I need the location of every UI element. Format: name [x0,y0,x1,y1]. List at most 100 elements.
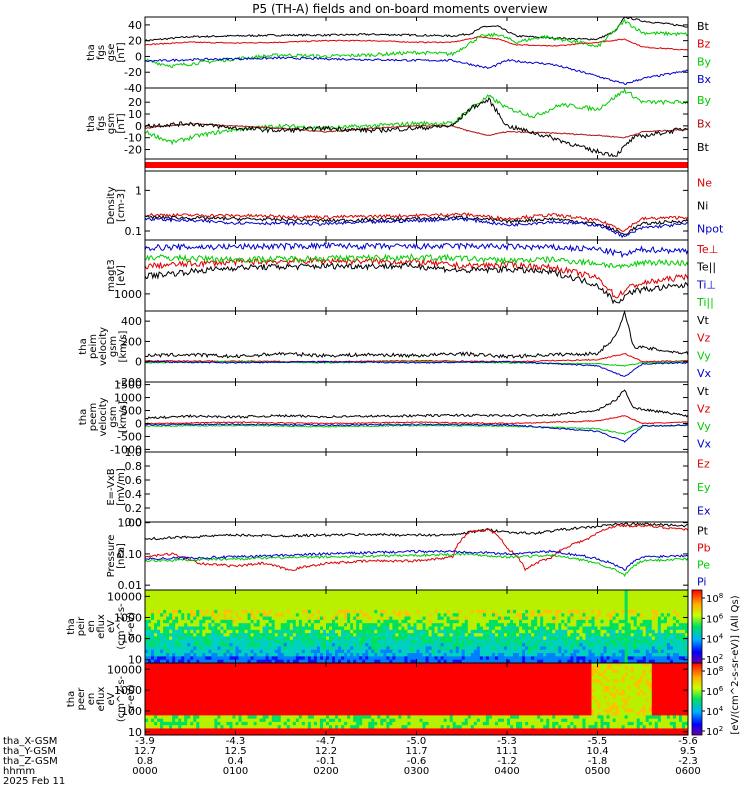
y-axis-label-peir-eflux: thapeirenefluxeV(cm^2-s-sr-eV) [66,603,137,650]
tick-label-fgs-gsm: -20 [124,144,142,157]
tick-label-peir-eflux: 10000 [107,590,142,603]
panel-frame [145,452,688,522]
y-axis-label-temperature: magt3[eV] [106,259,127,292]
legend-entry-peem-velocity-vz: Vz [697,402,711,415]
y-axis-label-density: Density[cm-3] [106,186,127,224]
legend-entry-density-ni: Ni [697,200,708,213]
spectrogram-cells [145,663,688,735]
y-axis-label-peem-velocity: thapeemvelocitygsm[km/s] [78,397,129,436]
legend-entry-fgs-gse-bt: Bt [697,20,710,33]
panel-peim-velocity: 4002000-200thapeimvelocitygsm[km/s]VtVzV… [78,311,712,389]
x-axis-value-hhmm: 0300 [404,766,429,777]
legend-entry-fgs-gse-bx: Bx [697,73,712,86]
series-line-peim-velocity-vx [145,361,688,376]
colorbar-tick-label: 106 [706,685,724,698]
flag-bar [145,162,688,168]
legend-entry-peem-velocity-vy: Vy [697,420,711,433]
y-axis-label-efield: E=-VxB[mV/m] [106,468,127,506]
legend-entry-density-ne: Ne [697,177,712,190]
series-line-fgs-gsm-bt [145,98,688,156]
y-axis-label-fgs-gse: thafgsgse[nT] [86,42,127,62]
colorbar-tick-label: 104 [706,705,724,718]
legend-entry-temperature-te: Te|| [696,261,716,274]
legend-entry-peim-velocity-vt: Vt [697,314,710,327]
legend-entry-fgs-gsm-by: By [697,94,712,107]
tick-label-peem-velocity: 0 [135,417,142,430]
x-axis-date: 2025 Feb 11 [3,776,65,787]
tick-label-peim-velocity: 400 [121,315,142,328]
tick-label-efield: 0.6 [125,474,143,487]
tick-label-efield: 0.8 [125,460,143,473]
tick-label-peer-eflux: 10000 [107,663,142,676]
legend-entry-efield-ex: Ex [697,504,711,517]
x-axis-value-hhmm: 0000 [132,766,157,777]
series-line-peim-velocity-vt [145,312,688,358]
x-axis-annotation: tha_X-GSM -3.9 -4.3 -4.7 -5.0 -5.3 -5.5 -5.6tha… [3,736,701,787]
panel-peem-velocity: 150010005000-500-1000thapeemvelocitygsm[… [78,379,712,457]
tick-label-fgs-gse: 0 [135,50,142,63]
x-axis-value-hhmm: 0200 [313,766,338,777]
legend-entry-pressure-pb: Pb [697,542,711,555]
legend-entry-temperature-te: Te⊥ [696,243,718,256]
tick-label-fgs-gse: 40 [128,19,142,32]
panel-frame [145,17,688,88]
y-axis-label-peer-eflux: thapeerenefluxeV(cm^2-s-sr-eV) [66,675,137,722]
colorbar-strip [692,663,702,735]
legend-entry-peim-velocity-vx: Vx [697,367,712,380]
legend-entry-pressure-pi: Pi [697,576,706,589]
legend-entry-temperature-ti: Ti⊥ [696,278,716,291]
panels-layer: 40200-20-40thafgsgse[nT]BtBzByBx20100-10… [66,17,724,739]
series-line-peim-velocity-vy [145,361,688,366]
legend-entry-density-npot: Npot [697,223,724,236]
colorbar-tick-label: 102 [706,725,723,738]
panel-peer-eflux: 10000100010010thapeerenefluxeV(cm^2-s-sr… [66,663,688,739]
legend-entry-peim-velocity-vy: Vy [697,349,711,362]
colorbar-tick-label: 108 [706,592,723,605]
chart-title: P5 (TH-A) fields and on-board moments ov… [252,2,548,16]
x-axis-value-hhmm: 0400 [494,766,519,777]
tick-label-density: 1 [135,184,142,197]
panel-peir-eflux: 10000100010010thapeirenefluxeV(cm^2-s-sr… [66,590,688,667]
spectrogram-cells [145,590,688,663]
x-axis-value-hhmm: 0100 [223,766,248,777]
legend-entry-peem-velocity-vt: Vt [697,385,710,398]
colorbar-tick-label: 104 [706,633,724,646]
tick-label-efield: 1.0 [125,446,143,459]
y-axis-label-peim-velocity: thapeimvelocitygsm[km/s] [78,327,129,366]
x-axis-value-hhmm: 0500 [585,766,610,777]
tick-label-fgs-gse: -20 [124,66,142,79]
series-line-fgs-gse-by [145,20,688,68]
panel-flag [145,159,688,171]
legend-entry-pressure-pe: Pe [697,559,710,572]
legend-entry-temperature-ti: Ti|| [696,296,714,309]
legend-entry-peem-velocity-vx: Vx [697,437,712,450]
series-line-peem-velocity-vy [145,425,688,434]
legend-entry-fgs-gsm-bt: Bt [697,141,710,154]
tick-label-peem-velocity: 1500 [114,379,142,392]
legend-entry-efield-ey: Ey [697,481,711,494]
series-line-temperature-ti [145,243,688,256]
panel-frame [145,311,688,382]
tick-label-peim-velocity: 0 [135,356,142,369]
series-line-pressure-pb [145,525,688,571]
series-line-fgs-gse-bx [145,57,688,84]
colorbar-strip [692,590,702,663]
legend-entry-fgs-gse-by: By [697,55,712,68]
tick-label-density: 0.1 [125,225,143,238]
y-axis-label-pressure: Pressure[nPa] [106,535,127,578]
y-axis-label-fgs-gsm: thafgsgsm[nT] [86,113,127,134]
legend-entry-peim-velocity-vz: Vz [697,332,711,345]
legend-entry-pressure-pt: Pt [697,525,709,538]
x-axis-value-hhmm: 0600 [675,766,700,777]
tick-label-fgs-gse: 20 [128,35,142,48]
panel-frame [145,171,688,240]
series-line-temperature-te [145,263,688,303]
tick-label-pressure: 1.00 [118,517,143,530]
colorbar-tick-label: 108 [706,665,723,678]
